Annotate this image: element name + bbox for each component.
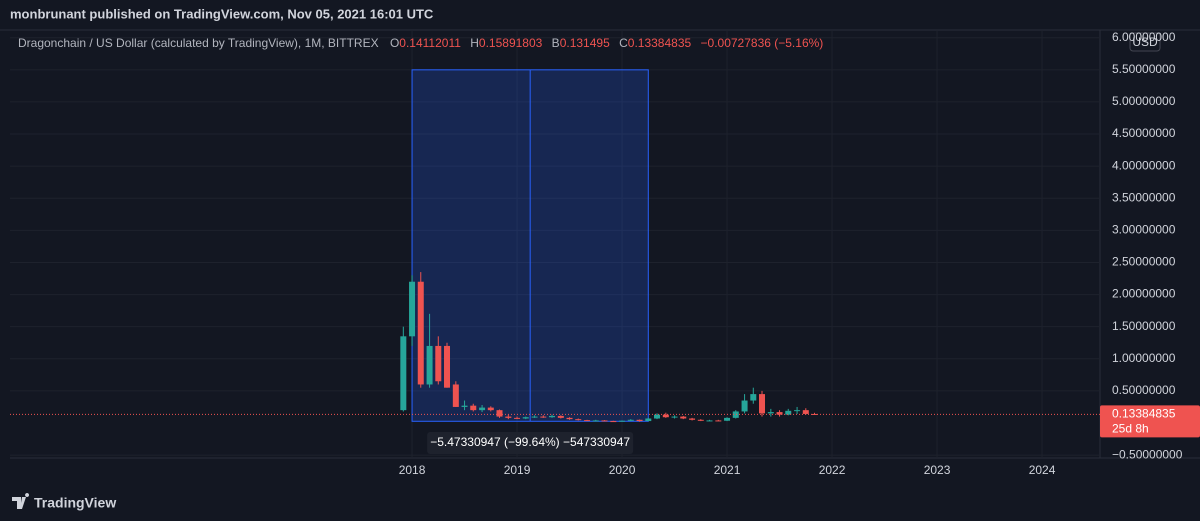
x-tick-label: 2023	[924, 463, 951, 477]
x-tick-label: 2018	[399, 463, 426, 477]
candle-body	[400, 336, 407, 411]
legend-value: 0.14112011	[399, 36, 461, 50]
legend-key: B	[552, 36, 560, 50]
legend-value: 0.15891803	[479, 36, 543, 50]
candle-body	[601, 420, 608, 422]
candle-body	[592, 420, 599, 422]
currency-box	[1129, 32, 1161, 52]
candle-body	[584, 420, 591, 422]
candle-body	[724, 417, 731, 421]
y-tick-label: 5.00000000	[1112, 94, 1176, 108]
candle-body	[706, 420, 713, 422]
candle-body	[715, 420, 722, 422]
candle-body	[802, 410, 809, 414]
x-tick-label: 2022	[819, 463, 846, 477]
y-tick-label: 1.50000000	[1112, 319, 1176, 333]
legend-value: 0.13384835	[628, 36, 692, 50]
y-tick-label: 4.50000000	[1112, 126, 1176, 140]
y-tick-label: 0.50000000	[1112, 383, 1176, 397]
measure-label-box	[427, 432, 634, 454]
brand: TradingView	[34, 495, 116, 511]
candle-body	[697, 419, 704, 421]
candle-body	[470, 405, 477, 411]
candle-body	[767, 412, 774, 414]
candle-body	[409, 281, 416, 337]
y-tick-label: 3.00000000	[1112, 223, 1176, 237]
candle-body	[759, 394, 766, 414]
plot	[10, 69, 1100, 423]
candle-body	[479, 407, 486, 411]
x-tick-label: 2024	[1029, 463, 1056, 477]
y-tick-label: −0.50000000	[1112, 447, 1183, 461]
price-badge	[1100, 405, 1200, 438]
y-tick-label: 4.00000000	[1112, 158, 1176, 172]
y-tick-label: 1.00000000	[1112, 351, 1176, 365]
candle-body	[750, 394, 757, 401]
candle-body	[487, 407, 494, 411]
y-tick-label: 3.50000000	[1112, 190, 1176, 204]
candle-body	[662, 414, 669, 418]
candle-body	[549, 415, 556, 418]
candle-body	[435, 345, 442, 382]
legend-key: O	[390, 36, 399, 50]
candle-body	[417, 281, 424, 385]
candle-body	[785, 410, 792, 415]
logo: TradingView	[12, 493, 116, 511]
candle-body	[680, 416, 687, 419]
candle-body	[557, 415, 564, 418]
y-tick-label: 5.50000000	[1112, 62, 1176, 76]
candle-body	[444, 345, 451, 388]
candle-body	[426, 345, 433, 385]
x-tick-label: 2021	[714, 463, 741, 477]
candle-body	[610, 421, 617, 423]
candle-body	[671, 416, 678, 418]
countdown: 25d 8h	[1112, 422, 1149, 436]
candle-body	[776, 412, 783, 415]
candle-body	[505, 416, 512, 418]
candle-body	[531, 416, 538, 418]
candle-body	[627, 419, 634, 421]
candle-body	[522, 417, 529, 419]
candle-body	[654, 414, 661, 419]
legend-change: −0.00727836 (−5.16%)	[701, 36, 824, 50]
candle-body	[636, 419, 643, 422]
candle-body	[689, 418, 696, 420]
candle-body	[741, 400, 748, 412]
y-tick-label: 6.00000000	[1112, 30, 1176, 44]
legend-key: C	[619, 36, 628, 50]
candle-body	[566, 417, 573, 420]
candle-body	[461, 405, 468, 407]
x-tick-label: 2020	[609, 463, 636, 477]
legend: Dragonchain / US Dollar (calculated by T…	[18, 36, 823, 50]
publisher: monbrunant published on TradingView.com,…	[10, 6, 434, 21]
candle-body	[452, 384, 459, 407]
legend-key: H	[470, 36, 479, 50]
legend-title: Dragonchain / US Dollar (calculated by T…	[18, 36, 379, 50]
candle-body	[514, 417, 521, 419]
y-tick-label: 2.50000000	[1112, 255, 1176, 269]
candle-body	[619, 420, 626, 422]
price-label: 0.13384835	[1112, 407, 1176, 421]
y-tick-label: 2.00000000	[1112, 287, 1176, 301]
logo-icon	[12, 493, 30, 509]
candle-body	[540, 416, 547, 418]
candle-body	[794, 410, 801, 412]
candle-body	[732, 411, 739, 418]
legend-value: 0.131495	[560, 36, 610, 50]
measure-label: −5.47330947 (−99.64%) −547330947	[430, 435, 630, 449]
x-tick-label: 2019	[504, 463, 531, 477]
candle-body	[496, 410, 503, 417]
candle-body	[645, 418, 652, 422]
candle-body	[575, 419, 582, 421]
currency: USD	[1132, 35, 1158, 49]
